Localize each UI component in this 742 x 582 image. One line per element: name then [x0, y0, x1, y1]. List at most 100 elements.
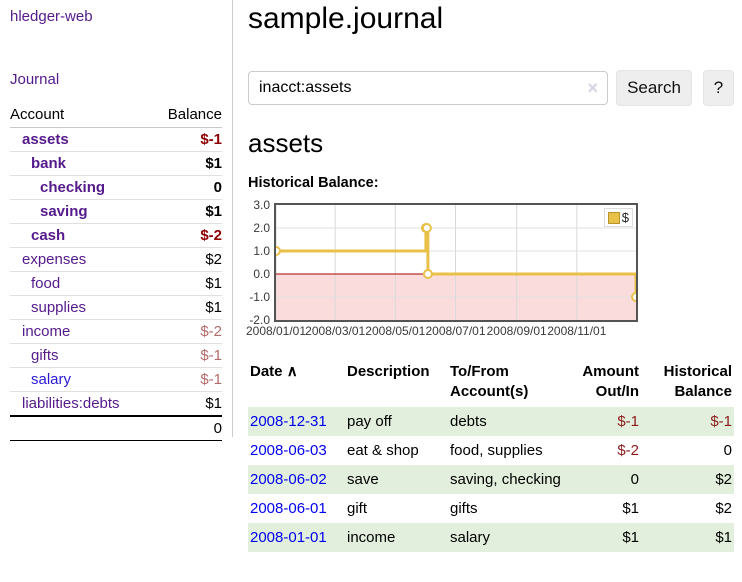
transaction-description: eat & shop — [347, 442, 419, 460]
data-point-marker — [276, 246, 281, 257]
account-link[interactable]: saving — [40, 203, 88, 220]
transaction-date-cell: 2008-06-01 — [248, 494, 345, 523]
app: hledger-web Journal Account Balance asse… — [0, 0, 742, 553]
transaction-balance: 0 — [723, 442, 732, 460]
transaction-description: gift — [347, 500, 368, 518]
account-name-cell: gifts — [10, 343, 152, 368]
accounts-total-row: 0 — [10, 416, 222, 441]
account-row: bank $1 — [10, 151, 222, 176]
register-table: Date ∧ Description To/From Account(s) Am… — [248, 360, 734, 553]
account-link[interactable]: food — [31, 275, 61, 292]
x-axis-tick-label: 2008/07/01 — [425, 324, 486, 339]
account-column-header: Account — [10, 103, 152, 128]
account-name-cell: bank — [10, 151, 152, 176]
account-name-cell: liabilities:debts — [10, 391, 152, 417]
clear-search-icon[interactable]: × — [587, 77, 598, 98]
transaction-amount: 0 — [568, 465, 641, 495]
transaction-accounts: salary — [448, 523, 568, 553]
account-link[interactable]: liabilities:debts — [22, 395, 120, 412]
transaction-amount: $1 — [622, 500, 639, 518]
description-column-header: Description — [347, 363, 430, 381]
search-box: × — [248, 70, 608, 105]
sidebar: hledger-web Journal Account Balance asse… — [0, 0, 233, 552]
chart-plot-area: $ — [274, 203, 638, 323]
y-axis-tick-label: 3.0 — [253, 198, 270, 213]
account-name-cell: income — [10, 319, 152, 344]
tofrom-column-header: To/From Account(s) — [450, 363, 529, 400]
transaction-balance: $-1 — [641, 407, 734, 437]
transaction-date-link[interactable]: 2008-01-01 — [250, 529, 327, 547]
balance-chart-svg — [276, 205, 636, 321]
transaction-balance: $1 — [641, 523, 734, 553]
account-row: expenses $2 — [10, 247, 222, 272]
account-balance: $1 — [151, 295, 222, 320]
data-point-marker — [422, 269, 433, 280]
account-link[interactable]: checking — [40, 179, 106, 196]
register-row: 2008-06-02 save saving, checking 0 $2 — [248, 465, 734, 495]
total-spacer — [10, 416, 152, 441]
transaction-date-cell: 2008-06-03 — [248, 436, 345, 465]
register-rows: 2008-12-31 pay off debts $-1 $-1 2008-06… — [248, 407, 734, 553]
account-name-cell: assets — [10, 127, 152, 152]
account-link[interactable]: expenses — [22, 251, 87, 268]
transaction-date-cell: 2008-01-01 — [248, 523, 345, 553]
account-link[interactable]: income — [22, 323, 71, 340]
account-balance: $1 — [151, 391, 222, 417]
transaction-date-link[interactable]: 2008-06-03 — [250, 442, 327, 460]
account-link[interactable]: supplies — [31, 299, 87, 316]
transaction-amount: $1 — [568, 523, 641, 553]
chart-legend: $ — [603, 208, 633, 228]
account-link[interactable]: assets — [22, 131, 69, 148]
account-title: assets — [248, 127, 324, 158]
transaction-date-link[interactable]: 2008-06-02 — [250, 471, 327, 489]
account-name-cell: saving — [10, 199, 152, 224]
transaction-accounts: saving, checking — [448, 465, 568, 495]
transaction-balance: $2 — [641, 465, 734, 495]
account-name-cell: salary — [10, 367, 152, 392]
help-button[interactable]: ? — [703, 69, 734, 106]
account-row: gifts $-1 — [10, 343, 222, 368]
account-row: assets $-1 — [10, 127, 222, 152]
account-balance: 0 — [151, 175, 222, 200]
account-row: income $-2 — [10, 319, 222, 344]
account-row: food $1 — [10, 271, 222, 296]
account-rows: assets $-1 bank $1 checking 0 saving $1 … — [10, 127, 222, 417]
account-link[interactable]: gifts — [31, 347, 59, 364]
account-name-cell: checking — [10, 175, 152, 200]
register-row: 2008-12-31 pay off debts $-1 $-1 — [248, 407, 734, 437]
account-link[interactable]: salary — [31, 371, 72, 388]
search-button[interactable]: Search — [616, 69, 692, 106]
account-balance: $1 — [151, 151, 222, 176]
register-row: 2008-01-01 income salary $1 $1 — [248, 523, 734, 553]
accounts-table: Account Balance assets $-1 bank $1 check… — [10, 103, 222, 441]
brand-link[interactable]: hledger-web — [10, 8, 93, 25]
historical-balance-chart: $ 3.0 2.0 1.0 0.0 -1.0 -2.0 2008/01/01 2008/03… — [246, 198, 668, 340]
account-row: supplies $1 — [10, 295, 222, 320]
transaction-accounts: debts — [448, 407, 568, 437]
sidebar-item-journal[interactable]: Journal — [10, 71, 60, 88]
transaction-accounts: food, supplies — [450, 442, 543, 460]
account-row: salary $-1 — [10, 367, 222, 392]
account-link[interactable]: bank — [31, 155, 67, 172]
legend-label: $ — [621, 210, 629, 226]
transaction-amount: $-1 — [568, 407, 641, 437]
main-content: sample.journal × Search ? assets Histori… — [233, 0, 742, 553]
y-axis-tick-label: 0.0 — [253, 267, 270, 282]
account-row: checking 0 — [10, 175, 222, 200]
chart-title: Historical Balance: — [248, 175, 379, 192]
transaction-date-link[interactable]: 2008-12-31 — [250, 413, 327, 431]
account-balance: $-1 — [151, 343, 222, 368]
historical-column-header: Historical Balance — [663, 363, 732, 400]
search-form: × Search ? — [248, 69, 734, 106]
account-name-cell: expenses — [10, 247, 152, 272]
account-row: saving $1 — [10, 199, 222, 224]
account-balance: $-1 — [151, 127, 222, 152]
account-name-cell: supplies — [10, 295, 152, 320]
accounts-table-header: Account Balance — [10, 103, 222, 128]
search-input[interactable] — [248, 70, 608, 105]
date-column-header[interactable]: Date ∧ — [250, 363, 298, 381]
account-link[interactable]: cash — [31, 227, 66, 244]
register-header-row: Date ∧ Description To/From Account(s) Am… — [248, 360, 734, 407]
transaction-date-link[interactable]: 2008-06-01 — [250, 500, 327, 518]
y-axis-tick-label: 2.0 — [253, 221, 270, 236]
